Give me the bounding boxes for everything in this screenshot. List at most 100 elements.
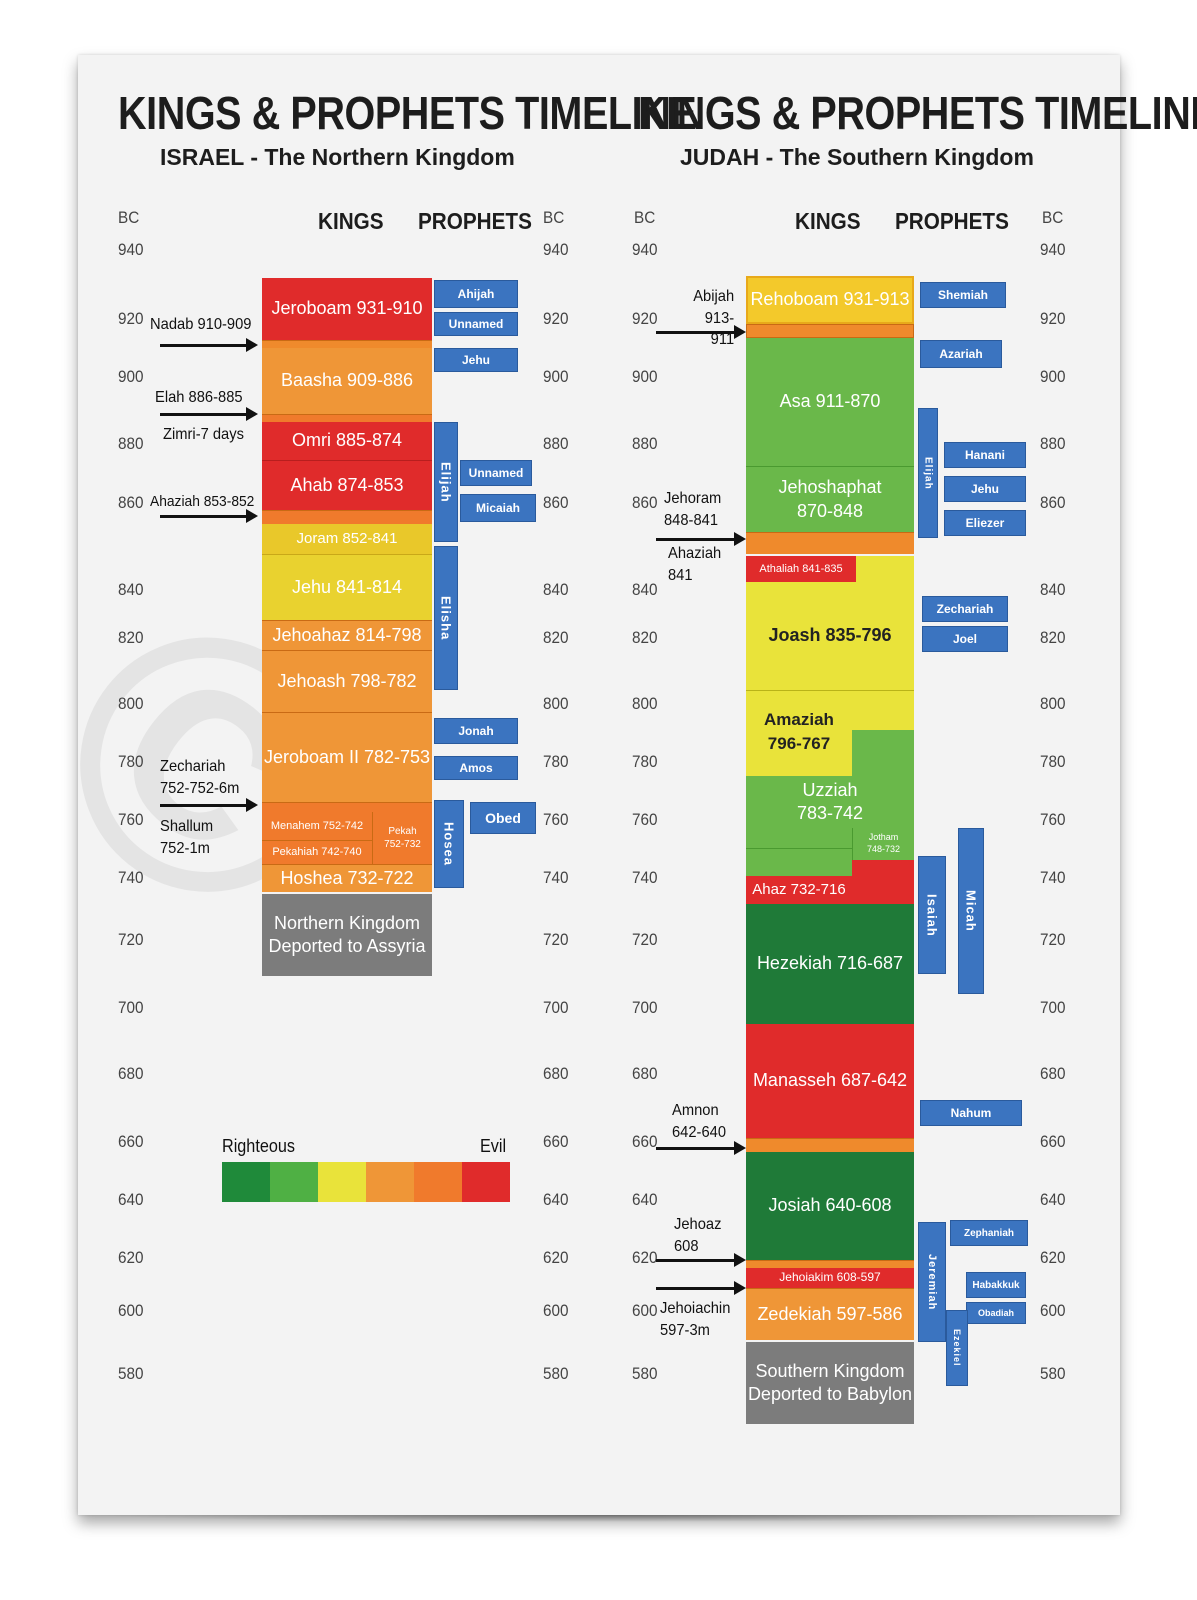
prophet-obadiah: Obadiah: [966, 1302, 1026, 1324]
right-tick-b: 740: [1040, 868, 1066, 887]
right-tick-b: 800: [1040, 694, 1066, 713]
prophet-micah: Micah: [958, 828, 984, 994]
prophet-hanani: Hanani: [944, 442, 1026, 468]
prophet-micaiah: Micaiah: [460, 494, 536, 522]
king-uzziah: Uzziah 783-742: [746, 776, 914, 828]
left-kings-header: KINGS: [318, 208, 384, 234]
left-tick-b: 680: [543, 1064, 569, 1083]
left-prophets-header: PROPHETS: [418, 208, 532, 234]
left-tick-a: 680: [118, 1064, 144, 1083]
annot-nadab: Nadab 910-909: [150, 316, 252, 333]
arrow-jehoram: [656, 532, 746, 546]
king-pekahiah: Pekahiah 742-740: [262, 840, 372, 864]
prophet-unnamed-1: Unnamed: [434, 312, 518, 336]
right-tick-a: 920: [632, 309, 658, 328]
left-tick-a: 860: [118, 493, 144, 512]
king-hoshea: Hoshea 732-722: [262, 864, 432, 892]
right-tick-b: 660: [1040, 1132, 1066, 1151]
left-tick-b: 900: [543, 367, 569, 386]
left-tick-b: 800: [543, 694, 569, 713]
arrow-jehoaz: [656, 1253, 746, 1267]
king-jehoshaphat: Jehoshaphat 870-848: [746, 466, 914, 532]
prophet-elijah: Elijah: [434, 422, 458, 542]
king-jehoaz-band: [746, 1260, 914, 1268]
arrow-amnon: [656, 1141, 746, 1155]
left-tick-a: 920: [118, 309, 144, 328]
annot-abijah: Abijah 913-911: [693, 288, 735, 349]
prophet-jehu: Jehu: [434, 348, 518, 372]
left-title: KINGS & PROPHETS TIMELINE: [118, 87, 697, 139]
left-tick-a: 700: [118, 998, 144, 1017]
king-amnon-band: [746, 1138, 914, 1152]
right-tick-b: 720: [1040, 930, 1066, 949]
king-jeroboam: Jeroboam 931-910: [262, 278, 432, 340]
left-tick-a: 940: [118, 240, 144, 259]
arrow-zechariah: [160, 798, 258, 812]
right-bc-label: BC: [634, 208, 656, 227]
king-jehoram-band: [746, 532, 914, 554]
right-tick-a: 800: [632, 694, 658, 713]
prophet-azariah: Azariah: [920, 340, 1002, 368]
prophet-elijah-judah: Elijah: [918, 408, 938, 538]
right-bc-label-right: BC: [1042, 208, 1064, 227]
right-prophets-header: PROPHETS: [895, 208, 1009, 234]
prophet-amos: Amos: [434, 756, 518, 780]
king-athaliah: Athaliah 841-835: [746, 556, 856, 582]
right-tick-b: 920: [1040, 309, 1066, 328]
right-tick-b: 760: [1040, 810, 1066, 829]
left-tick-b: 720: [543, 930, 569, 949]
king-jehoahaz: Jehoahaz 814-798: [262, 620, 432, 650]
left-tick-b: 820: [543, 628, 569, 647]
annot-ahaziah-judah: Ahaziah 841: [668, 545, 722, 584]
left-tick-a: 800: [118, 694, 144, 713]
prophet-obed: Obed: [470, 802, 536, 834]
king-amaziah-bottom: [746, 730, 852, 776]
king-pekah: Pekah 752-732: [372, 812, 432, 864]
prophet-habakkuk: Habakkuk: [966, 1272, 1026, 1298]
king-ahaz: Ahaz 732-716: [746, 876, 852, 904]
right-kings-header: KINGS: [795, 208, 861, 234]
legend-swatch-2: [270, 1162, 318, 1202]
annot-jehoaz: Jehoaz 608: [674, 1216, 722, 1255]
right-tick-a: 700: [632, 998, 658, 1017]
king-hezekiah: Hezekiah 716-687: [746, 904, 914, 1024]
annot-jehoiachin: Jehoiachin 597-3m: [660, 1300, 731, 1339]
right-tick-b: 580: [1040, 1364, 1066, 1383]
southern-kingdom-deported: Southern Kingdom Deported to Babylon: [746, 1342, 914, 1424]
king-jehoash: Jehoash 798-782: [262, 650, 432, 712]
king-abijah-band: [746, 324, 914, 338]
king-manasseh: Manasseh 687-642: [746, 1024, 914, 1138]
right-tick-b: 700: [1040, 998, 1066, 1017]
prophet-joel: Joel: [922, 626, 1008, 652]
left-tick-a: 840: [118, 580, 144, 599]
legend-swatch-6: [462, 1162, 510, 1202]
king-omri: Omri 885-874: [262, 422, 432, 460]
right-tick-b: 880: [1040, 434, 1066, 453]
left-subtitle: ISRAEL - The Northern Kingdom: [160, 144, 515, 170]
left-tick-b: 920: [543, 309, 569, 328]
prophet-jehu-judah: Jehu: [944, 476, 1026, 502]
king-uzziah-tail: [746, 828, 852, 848]
right-tick-a: 580: [632, 1364, 658, 1383]
prophet-zechariah: Zechariah: [922, 596, 1008, 622]
right-tick-a: 940: [632, 240, 658, 259]
right-tick-a: 660: [632, 1132, 658, 1151]
annot-jehoram: Jehoram 848-841: [664, 490, 722, 529]
left-tick-b: 640: [543, 1190, 569, 1209]
annot-ahaziah: Ahaziah 853-852: [150, 493, 255, 510]
right-tick-b: 840: [1040, 580, 1066, 599]
left-tick-a: 820: [118, 628, 144, 647]
right-tick-a: 900: [632, 367, 658, 386]
king-josiah: Josiah 640-608: [746, 1152, 914, 1260]
arrow-jehoiachin: [656, 1281, 746, 1295]
right-tick-b: 680: [1040, 1064, 1066, 1083]
left-tick-a: 580: [118, 1364, 144, 1383]
right-title: KINGS & PROPHETS TIMELINE: [638, 87, 1197, 139]
king-nadab-band: [262, 340, 432, 348]
right-tick-a: 820: [632, 628, 658, 647]
right-tick-a: 860: [632, 493, 658, 512]
annot-zechariah: Zechariah 752-752-6m: [160, 758, 240, 797]
left-tick-a: 900: [118, 367, 144, 386]
legend-swatch-4: [366, 1162, 414, 1202]
right-tick-b: 600: [1040, 1301, 1066, 1320]
